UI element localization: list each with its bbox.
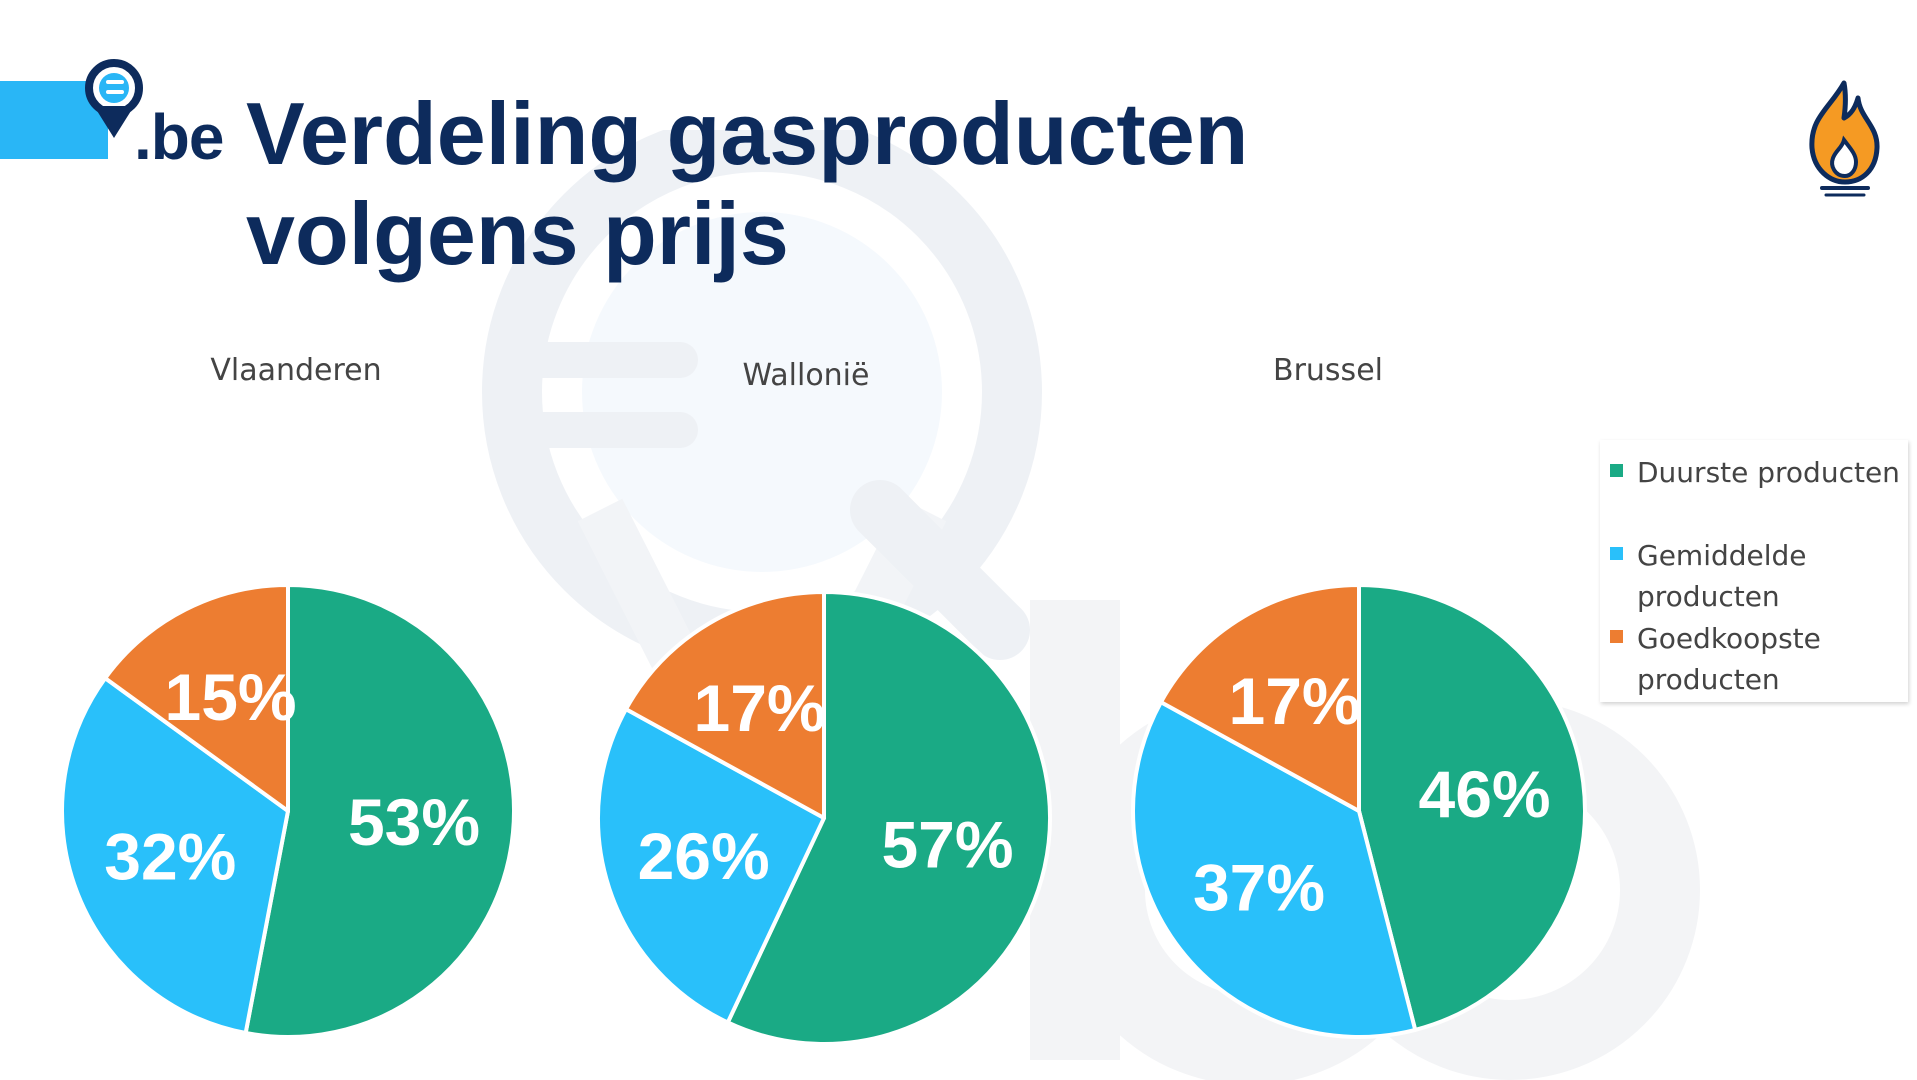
data-label-goedkoopste-producten: 17%: [694, 671, 826, 745]
pie-slice-gemiddelde-producten: [1130, 700, 1418, 1039]
title-line-1: Verdeling gasproducten: [246, 84, 1249, 183]
data-label-duurste-producten: 57%: [881, 808, 1013, 882]
legend-label-goedkoopste: Goedkoopste producten: [1637, 622, 1821, 696]
logo-icon: [85, 59, 143, 138]
pie-slice-duurste-producten: [725, 590, 1052, 1046]
legend-swatch-duurste: [1610, 464, 1623, 477]
chart-title: Brussel: [1273, 353, 1383, 388]
chart-title: Vlaanderen: [210, 353, 381, 388]
data-label-gemiddelde-producten: 26%: [638, 819, 770, 893]
pie-chart-walloni: Wallonië 57% 26% 17%: [596, 358, 1052, 1046]
legend-label-gemiddelde: Gemiddelde producten: [1637, 539, 1807, 613]
data-label-duurste-producten: 46%: [1419, 757, 1551, 831]
pie-slice-duurste-producten: [243, 583, 516, 1039]
pie-slice-gemiddelde-producten: [60, 676, 290, 1035]
legend-item-duurste: Duurste producten: [1610, 452, 1907, 493]
data-label-goedkoopste-producten: 15%: [164, 660, 296, 734]
legend-label-duurste: Duurste producten: [1637, 456, 1900, 489]
data-label-duurste-producten: 53%: [348, 785, 480, 859]
data-label-goedkoopste-producten: 17%: [1229, 664, 1361, 738]
logo-text: .be: [134, 101, 224, 173]
legend-swatch-gemiddelde: [1610, 547, 1623, 560]
page-title: Verdeling gasproducten volgens prijs: [246, 84, 1248, 284]
data-label-gemiddelde-producten: 37%: [1193, 851, 1325, 925]
pie-slice-goedkoopste-producten: [623, 590, 826, 820]
pie-slice-goedkoopste-producten: [1158, 583, 1361, 813]
chart-title: Wallonië: [743, 358, 870, 393]
legend: Duurste producten Gemiddelde producten G…: [1600, 440, 1908, 702]
data-label-gemiddelde-producten: 32%: [104, 820, 236, 894]
legend-item-gemiddelde: Gemiddelde producten: [1610, 535, 1907, 617]
pie-chart-vlaanderen: Vlaanderen 53% 32% 15%: [60, 353, 516, 1039]
title-line-2: volgens prijs: [246, 184, 789, 283]
legend-swatch-goedkoopste: [1610, 630, 1623, 643]
legend-item-goedkoopste: Goedkoopste producten: [1610, 618, 1907, 700]
pie-chart-brussel: Brussel 46% 37% 17%: [1130, 353, 1587, 1039]
pie-slice-duurste-producten: [1357, 583, 1587, 1032]
pie-slice-goedkoopste-producten: [103, 583, 290, 813]
gas-flame-icon: [1809, 80, 1880, 197]
